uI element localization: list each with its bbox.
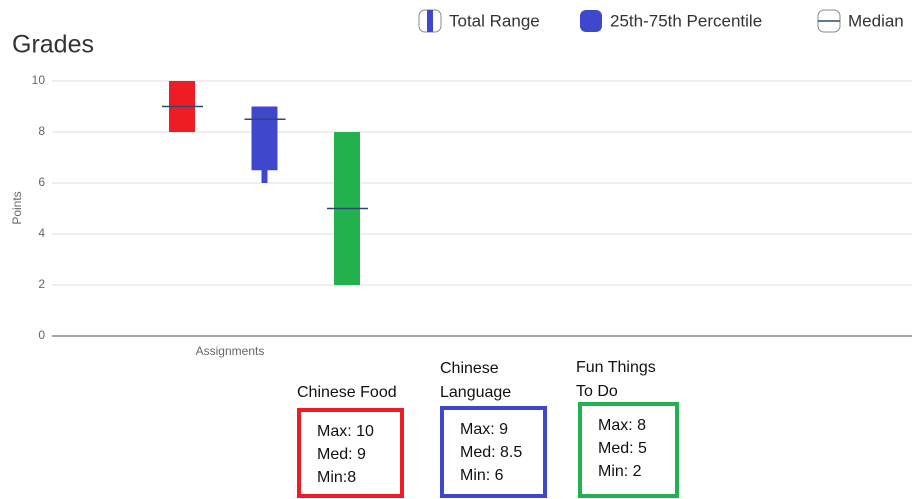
annotation-title: Fun Things To Do [576, 359, 656, 400]
percentile-box [251, 106, 278, 171]
annotation-box: Max: 10 Med: 9 Min:8 [297, 408, 404, 498]
legend-label: Total Range [449, 11, 540, 30]
annotation-title: Chinese Language [440, 360, 512, 401]
y-tick-label: 4 [38, 226, 45, 240]
y-axis-label: Points [10, 191, 24, 224]
y-tick-label: 6 [38, 175, 45, 189]
legend-icon-box [580, 10, 602, 32]
legend-label: 25th-75th Percentile [610, 11, 762, 30]
annotation-box: Max: 9 Med: 8.5 Min: 6 [440, 406, 547, 498]
annotation-title: Chinese Food [297, 384, 397, 401]
chart-title: Grades [12, 31, 94, 59]
annotation-line: Max: 8 [598, 417, 647, 434]
annotation-box: Max: 8 Med: 5 Min: 2 [578, 402, 679, 498]
annotation-line: Min:8 [317, 469, 357, 486]
annotation-line: Max: 9 [460, 421, 509, 438]
annotation-line: Med: 5 [598, 440, 647, 457]
legend-label: Median [848, 11, 904, 30]
annotation-line: Min: 6 [460, 467, 504, 484]
annotation-line: Med: 9 [317, 446, 366, 463]
annotation-line: Min: 2 [598, 463, 642, 480]
y-tick-label: 0 [38, 328, 45, 342]
x-axis-label: Assignments [196, 344, 265, 358]
annotation-line: Med: 8.5 [460, 444, 523, 461]
y-tick-label: 10 [32, 73, 46, 87]
legend-icon-range-bar [427, 10, 433, 32]
annotation-line: Max: 10 [317, 423, 374, 440]
y-tick-label: 8 [38, 124, 45, 138]
y-tick-label: 2 [38, 277, 45, 291]
